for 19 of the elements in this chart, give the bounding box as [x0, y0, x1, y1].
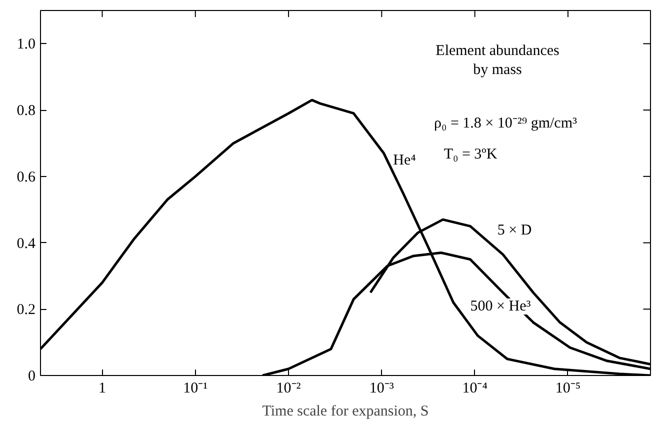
annotation: Element abundances by mass [436, 42, 560, 78]
x-tick-label: 1 [98, 380, 106, 396]
x-tick-label: 10⁻² [276, 380, 302, 396]
y-tick-label: 0.4 [16, 236, 36, 252]
x-tick-label: 10⁻¹ [183, 380, 208, 396]
x-tick-label: 10⁻⁵ [555, 380, 581, 396]
annotation: T₀ = 3ºK [444, 146, 498, 162]
annotation: 500 × He³ [470, 298, 532, 314]
y-tick-label: 0.6 [16, 169, 36, 186]
annotation: He⁴ [393, 152, 416, 168]
y-tick-label: 1.0 [16, 36, 36, 53]
annotation: 5 × D [497, 222, 532, 238]
y-tick-label: 0.8 [16, 103, 36, 120]
y-tick-label: 0 [28, 368, 36, 384]
annotation: ρ₀ = 1.8 × 10⁻²⁹ gm/cm³ [434, 116, 578, 132]
x-tick-label: 10⁻⁴ [462, 380, 488, 396]
x-axis-title: Time scale for expansion, S [262, 404, 429, 420]
x-tick-label: 10⁻³ [369, 380, 394, 396]
y-tick-label: 0.2 [16, 302, 36, 318]
